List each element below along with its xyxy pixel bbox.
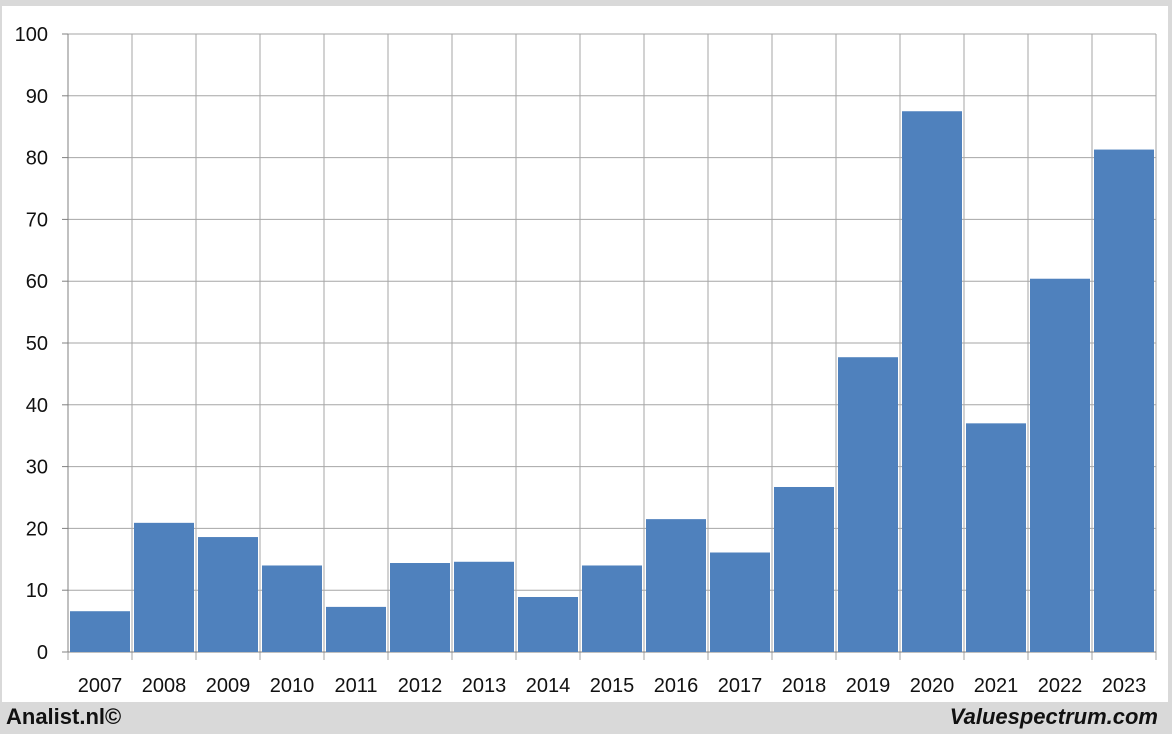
- x-tick-label: 2009: [206, 675, 251, 697]
- bar-2014: [518, 596, 578, 652]
- x-tick-label: 2016: [654, 675, 699, 697]
- y-tick-label: 0: [37, 642, 48, 664]
- bar-2007: [70, 611, 130, 652]
- x-tick-label: 2018: [782, 675, 827, 697]
- x-tick-label: 2022: [1038, 675, 1083, 697]
- bar-2015: [582, 565, 642, 652]
- x-tick-label: 2017: [718, 675, 763, 697]
- bar-2020: [902, 111, 962, 652]
- x-tick-label: 2021: [974, 675, 1019, 697]
- bar-2021: [966, 423, 1026, 652]
- x-tick-label: 2023: [1102, 675, 1147, 697]
- y-tick-label: 60: [26, 271, 48, 293]
- bar-2023: [1094, 149, 1154, 653]
- x-tick-label: 2020: [910, 675, 955, 697]
- y-tick-label: 90: [26, 86, 48, 108]
- x-tick-label: 2019: [846, 675, 891, 697]
- footer-source-label: Analist.nl©: [6, 704, 122, 729]
- bar-2019: [838, 357, 898, 652]
- bar-2022: [1030, 278, 1090, 652]
- x-tick-label: 2012: [398, 675, 443, 697]
- y-tick-label: 40: [26, 395, 48, 417]
- bar-chart: 0 10 20 30 40 50 60 70 80 90 100 2007 2008 2009 2010 20…: [15, 24, 1157, 697]
- x-tick-label: 2015: [590, 675, 635, 697]
- bar-2017: [710, 552, 770, 652]
- y-tick-label: 100: [15, 24, 48, 46]
- x-tick-label: 2011: [334, 675, 377, 697]
- y-tick-label: 70: [26, 209, 48, 231]
- y-tick-label: 20: [26, 518, 48, 540]
- x-tick-label: 2010: [270, 675, 315, 697]
- y-tick-label: 10: [26, 580, 48, 602]
- y-tick-label: 30: [26, 457, 48, 479]
- y-tick-label: 80: [26, 148, 48, 170]
- x-tick-label: 2013: [462, 675, 507, 697]
- bar-2009: [198, 537, 258, 652]
- bar-2010: [262, 565, 322, 652]
- bar-2012: [390, 563, 450, 652]
- x-tick-label: 2014: [526, 675, 571, 697]
- bar-2013: [454, 561, 514, 652]
- plot-panel: 0 10 20 30 40 50 60 70 80 90 100 2007 2008 2009 2010 20…: [2, 6, 1168, 702]
- footer-brand-label: Valuespectrum.com: [949, 704, 1158, 729]
- y-tick-label: 50: [26, 333, 48, 355]
- x-tick-label: 2008: [142, 675, 187, 697]
- x-tick-label: 2007: [78, 675, 123, 697]
- bar-2011: [326, 606, 386, 652]
- bar-2008: [134, 522, 194, 652]
- bar-2018: [774, 486, 834, 652]
- bar-2016: [646, 519, 706, 652]
